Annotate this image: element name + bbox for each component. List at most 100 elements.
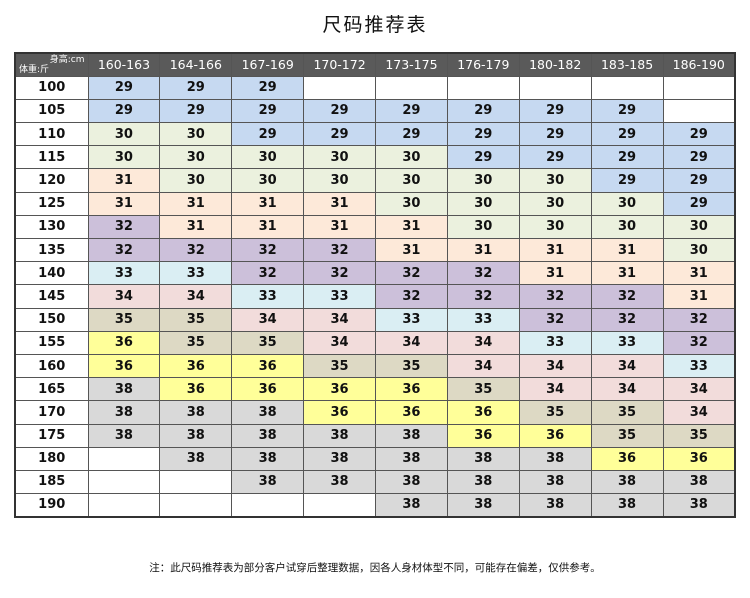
header-row: 身高:cm 体重:斤 160-163 164-166 167-169 170-172 1… [14,52,736,77]
size-cell: 35 [375,353,448,379]
size-cell: 33 [446,307,520,332]
size-cell: 29 [303,122,376,147]
size-cell: 30 [375,168,448,193]
size-cell: 32 [446,284,520,309]
size-cell: 33 [662,353,736,379]
size-cell: 36 [231,353,305,379]
weight-axis-label: 体重:斤 [19,64,50,75]
size-cell: 38 [231,446,305,471]
size-cell: 35 [662,423,736,448]
table-row: 130 32 31 31 31 31 30 30 30 30 [14,214,736,240]
size-cell: 32 [303,237,376,263]
size-cell: 38 [662,493,736,518]
size-cell: 32 [662,307,736,332]
size-cell: 30 [446,168,520,193]
size-cell: 34 [590,377,664,402]
size-cell: 33 [87,261,161,286]
size-cell: 34 [231,307,305,332]
size-cell: 29 [375,98,448,124]
size-cell: 29 [518,122,592,147]
size-cell: 34 [303,330,376,355]
size-cell: 34 [518,353,592,379]
size-cell: 38 [590,469,664,495]
weight-row-header: 115 [14,145,89,170]
size-cell: 30 [231,168,305,193]
size-cell: 38 [87,423,161,448]
size-cell: 30 [662,214,736,240]
size-cell [303,75,376,100]
size-cell: 38 [375,446,448,471]
size-cell: 31 [231,191,305,216]
size-cell: 38 [159,400,233,425]
size-cell: 30 [303,168,376,193]
size-cell: 29 [446,145,520,170]
size-cell: 34 [518,377,592,402]
size-cell [375,75,448,100]
table-row: 135 32 32 32 32 31 31 31 31 30 [14,237,736,263]
table-row: 180 38 38 38 38 38 38 36 36 [14,446,736,471]
size-cell: 38 [518,446,592,471]
size-cell: 33 [159,261,233,286]
size-cell: 32 [518,307,592,332]
size-cell: 35 [231,330,305,355]
size-cell: 34 [662,400,736,425]
size-cell: 31 [303,191,376,216]
size-cell: 29 [590,145,664,170]
size-cell: 38 [662,469,736,495]
size-cell: 35 [518,400,592,425]
size-cell: 30 [446,191,520,216]
size-cell: 30 [159,122,233,147]
table-body: 100 29 29 29 105 29 29 29 29 29 29 29 29 110 30 30 29 29 2… [14,75,736,518]
size-cell: 38 [446,493,520,518]
size-cell: 31 [590,261,664,286]
size-cell: 38 [159,423,233,448]
size-cell: 31 [590,237,664,263]
size-cell: 29 [590,98,664,124]
weight-row-header: 135 [14,237,89,263]
footnote: 注：此尺码推荐表为部分客户试穿后整理数据，因各人身材体型不同，可能存在偏差，仅供… [149,562,601,574]
size-cell: 30 [159,145,233,170]
size-cell: 38 [303,469,376,495]
size-cell: 31 [159,214,233,240]
size-cell: 29 [446,98,520,124]
size-cell: 32 [87,237,161,263]
weight-row-header: 165 [14,377,89,402]
size-cell [159,493,233,518]
weight-row-header: 155 [14,330,89,355]
size-cell: 31 [518,261,592,286]
height-column-header: 183-185 [590,52,664,77]
size-cell: 29 [303,98,376,124]
size-cell: 36 [303,377,376,402]
table-row: 140 33 33 32 32 32 32 31 31 31 [14,261,736,286]
size-cell: 38 [375,423,448,448]
size-cell: 35 [159,307,233,332]
size-cell: 38 [446,446,520,471]
size-cell: 29 [662,122,736,147]
size-cell: 30 [159,168,233,193]
size-cell: 36 [159,353,233,379]
size-cell: 38 [590,493,664,518]
size-cell: 29 [590,122,664,147]
size-cell: 36 [303,400,376,425]
size-cell [662,75,736,100]
size-cell: 30 [375,145,448,170]
weight-row-header: 110 [14,122,89,147]
size-cell: 34 [159,284,233,309]
size-cell: 35 [159,330,233,355]
size-cell: 30 [518,214,592,240]
size-cell: 33 [590,330,664,355]
size-cell: 34 [446,353,520,379]
size-cell: 34 [446,330,520,355]
size-cell: 38 [446,469,520,495]
size-cell: 35 [590,400,664,425]
size-cell: 31 [303,214,376,240]
table-row: 120 31 30 30 30 30 30 30 29 29 [14,168,736,193]
size-cell: 30 [231,145,305,170]
size-cell: 31 [231,214,305,240]
size-cell: 29 [662,191,736,216]
size-cell: 38 [375,469,448,495]
weight-row-header: 140 [14,261,89,286]
size-cell: 31 [662,261,736,286]
weight-row-header: 180 [14,446,89,471]
size-cell: 32 [662,330,736,355]
